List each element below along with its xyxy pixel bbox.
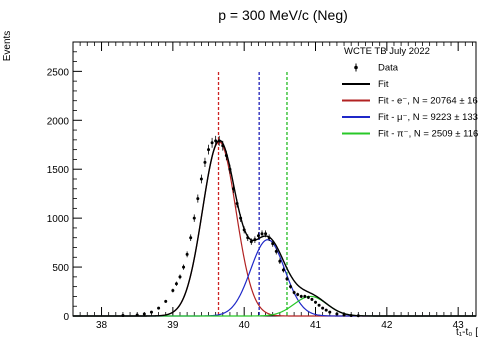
- data-point: [307, 296, 310, 299]
- data-point: [318, 304, 321, 307]
- y-tick-label: 0: [63, 312, 69, 323]
- data-point: [186, 253, 189, 256]
- data-point: [207, 148, 210, 151]
- data-point: [193, 217, 196, 220]
- data-point: [257, 234, 260, 237]
- data-point: [143, 313, 146, 316]
- data-point: [300, 295, 303, 298]
- x-tick-label: 38: [96, 320, 108, 331]
- legend-label: Fit - μ⁻, N = 9223 ± 133: [378, 112, 478, 123]
- x-tick-label: 41: [310, 320, 322, 331]
- x-tick-label: 40: [239, 320, 251, 331]
- y-tick-label: 1000: [47, 214, 70, 225]
- data-point: [268, 236, 271, 239]
- data-point: [136, 314, 139, 317]
- y-tick-label: 500: [52, 263, 69, 274]
- legend-label: Fit - π⁻, N = 2509 ± 116: [378, 129, 478, 140]
- data-point: [275, 250, 278, 253]
- data-point: [150, 311, 153, 314]
- data-point: [218, 139, 221, 142]
- legend-label: Data: [378, 63, 399, 74]
- data-point: [350, 314, 353, 317]
- legend-marker: [354, 66, 358, 70]
- data-point: [325, 309, 328, 312]
- data-point: [271, 242, 274, 245]
- x-tick-label: 43: [453, 320, 465, 331]
- data-point: [157, 307, 160, 310]
- fit-curve-mu: [73, 240, 476, 316]
- plot-frame: [73, 42, 476, 316]
- chart-title: p = 300 MeV/c (Neg): [218, 7, 348, 23]
- fit-curve-total: [73, 140, 476, 316]
- data-point: [178, 275, 181, 278]
- data-point: [285, 277, 288, 280]
- data-point: [357, 314, 360, 317]
- data-point: [239, 217, 242, 220]
- data-point: [253, 238, 256, 241]
- data-point: [211, 141, 214, 144]
- data-point: [343, 314, 346, 317]
- data-point: [303, 295, 306, 298]
- data-point: [182, 266, 185, 269]
- y-axis-label: Events: [2, 31, 13, 62]
- data-point: [225, 154, 228, 157]
- data-point: [196, 197, 199, 200]
- data-point: [175, 282, 178, 285]
- data-point: [189, 236, 192, 239]
- data-point: [310, 298, 313, 301]
- data-point: [164, 300, 167, 303]
- data-point: [282, 269, 285, 272]
- data-point: [214, 139, 217, 142]
- data-point: [121, 314, 124, 317]
- data-point: [228, 168, 231, 171]
- y-tick-label: 2000: [47, 116, 70, 127]
- data-point: [328, 311, 331, 314]
- data-point: [335, 313, 338, 316]
- data-point: [236, 202, 239, 205]
- data-point: [200, 178, 203, 181]
- data-point: [203, 161, 206, 164]
- data-point: [289, 285, 292, 288]
- data-point: [243, 228, 246, 231]
- plot-area: 0 500 1000 1500 2000 2500 38 39 40 41 42 43: [47, 42, 476, 331]
- data-point: [314, 301, 317, 304]
- y-tick-label: 1500: [47, 165, 70, 176]
- x-tick-label: 39: [167, 320, 179, 331]
- y-tick-label: 2500: [47, 67, 70, 78]
- data-point: [264, 232, 267, 235]
- data-point: [221, 144, 224, 147]
- data-point: [246, 236, 249, 239]
- data-point: [232, 187, 235, 190]
- legend-label: Fit: [378, 79, 389, 90]
- data-point: [250, 240, 253, 243]
- legend-label: Fit - e⁻, N = 20764 ± 16: [378, 96, 478, 107]
- fit-curve-e: [73, 142, 476, 316]
- data-point: [321, 307, 324, 310]
- x-tick-label: 42: [381, 320, 393, 331]
- data-point: [278, 260, 281, 263]
- legend: WCTE TB July 2022 Data Fit Fit - e⁻, N = 20…: [342, 46, 478, 140]
- legend-header: WCTE TB July 2022: [344, 46, 430, 57]
- data-point: [171, 289, 174, 292]
- data-point: [261, 232, 264, 235]
- data-point: [293, 291, 296, 294]
- data-point: [296, 293, 299, 296]
